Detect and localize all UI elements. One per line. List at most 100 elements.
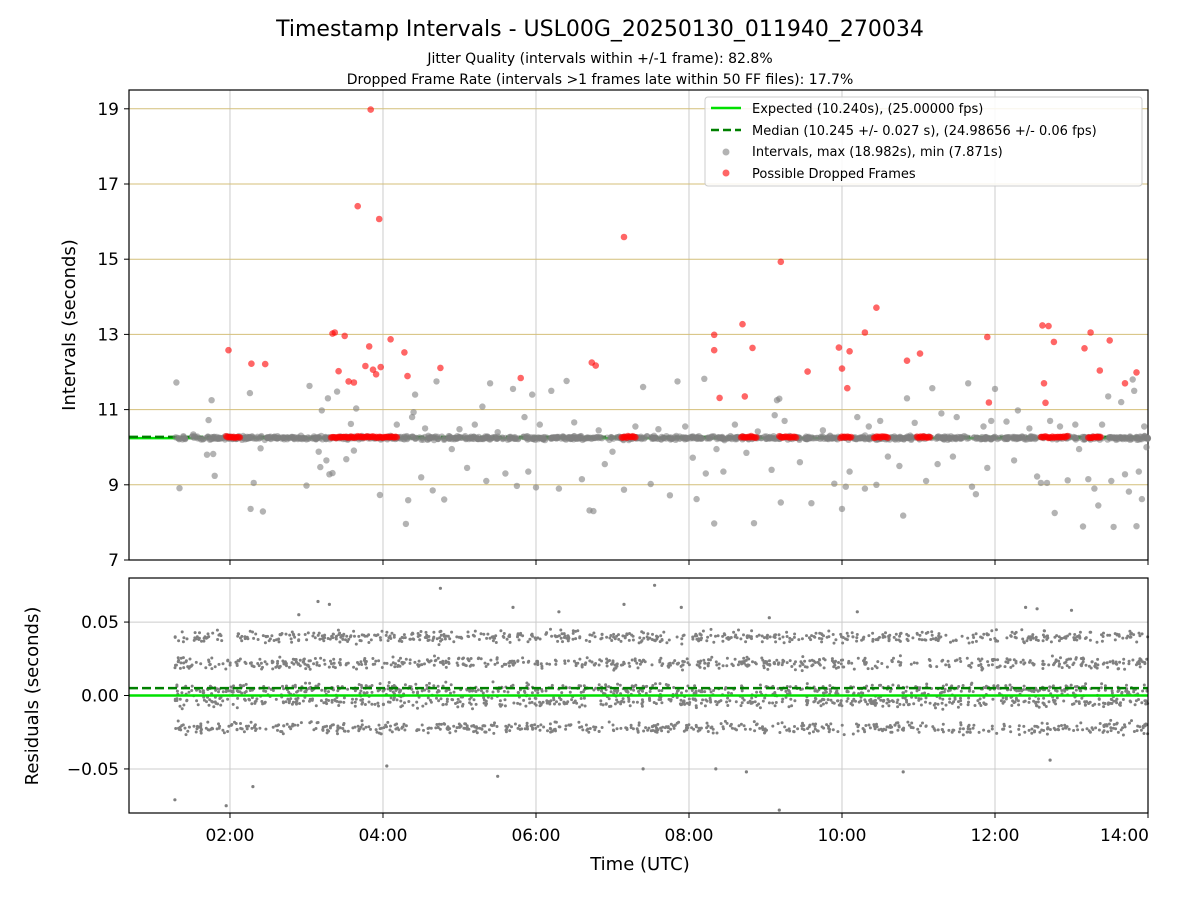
- residual-point: [845, 699, 849, 703]
- residual-point: [976, 699, 980, 703]
- residual-point: [545, 631, 549, 635]
- residual-point: [924, 696, 928, 700]
- residual-point: [282, 724, 286, 728]
- residual-point: [725, 664, 729, 668]
- interval-point: [430, 434, 438, 441]
- interval-point: [905, 434, 912, 441]
- residual-point: [1027, 728, 1031, 732]
- residual-point: [778, 731, 782, 734]
- residual-point: [265, 662, 269, 666]
- residual-point: [277, 723, 281, 727]
- residual-point: [1044, 705, 1048, 708]
- residual-point: [521, 634, 525, 638]
- residual-point: [177, 658, 181, 662]
- residual-point: [800, 637, 804, 641]
- residual-point: [1090, 726, 1094, 730]
- residual-point: [923, 691, 927, 695]
- residual-point: [536, 724, 540, 728]
- residual-point: [374, 659, 378, 663]
- residual-point: [688, 701, 692, 704]
- residual-point: [215, 727, 219, 731]
- residual-point: [195, 699, 199, 703]
- residual-point: [1053, 728, 1057, 732]
- residual-point: [948, 700, 952, 704]
- residual-point: [1132, 730, 1136, 733]
- residual-point: [667, 697, 671, 701]
- residual-point: [610, 662, 614, 666]
- residual-point: [413, 660, 417, 664]
- residual-point: [809, 638, 813, 642]
- residual-point: [357, 727, 361, 731]
- residual-point: [248, 629, 252, 633]
- interval-point: [467, 435, 474, 442]
- residual-point: [755, 703, 759, 707]
- residual-point: [937, 634, 941, 638]
- residual-point: [173, 697, 177, 701]
- interval-point: [441, 496, 448, 503]
- residual-point: [782, 659, 786, 663]
- residual-point: [1083, 703, 1087, 707]
- x-tick-label: 12:00: [970, 826, 1019, 846]
- interval-point: [754, 428, 761, 435]
- residual-point: [986, 660, 990, 664]
- residual-point: [866, 667, 870, 671]
- residual-point: [323, 662, 327, 666]
- residual-point: [822, 666, 826, 670]
- residual-point: [436, 656, 440, 660]
- residual-point: [612, 668, 616, 672]
- residual-point: [426, 639, 430, 642]
- residual-point: [420, 663, 424, 667]
- residual-point: [1126, 634, 1130, 638]
- residual-point: [492, 636, 495, 640]
- residual-point: [216, 638, 220, 641]
- residual-point: [1033, 729, 1037, 733]
- residual-point: [738, 660, 742, 664]
- dropped-frame-point: [261, 360, 269, 368]
- residual-point: [510, 725, 513, 729]
- residual-point: [621, 663, 625, 667]
- residual-point: [990, 727, 994, 731]
- residual-point: [358, 691, 362, 695]
- top-y-tick-label: 15: [97, 250, 119, 270]
- residual-point: [385, 764, 389, 768]
- residual-point: [554, 720, 558, 724]
- residual-point: [1032, 699, 1036, 703]
- residual-point: [655, 637, 659, 641]
- residual-point: [370, 702, 374, 706]
- residual-point: [802, 728, 806, 732]
- residual-point: [1072, 729, 1076, 732]
- residual-point: [244, 682, 248, 686]
- residual-point: [278, 664, 282, 668]
- residual-point: [1132, 690, 1136, 694]
- residual-point: [527, 659, 531, 663]
- residual-point: [934, 706, 937, 710]
- residual-point: [386, 639, 390, 643]
- residual-point: [638, 658, 642, 662]
- interval-point: [962, 433, 969, 441]
- residual-point: [933, 728, 937, 732]
- residual-point: [1021, 637, 1025, 641]
- residual-point: [240, 634, 244, 638]
- residual-point: [188, 665, 192, 669]
- residual-point: [982, 728, 986, 732]
- residual-point: [941, 697, 945, 701]
- interval-point: [1091, 485, 1098, 492]
- residual-point: [1088, 700, 1092, 704]
- residual-point: [1001, 696, 1005, 700]
- residual-point: [253, 701, 257, 705]
- residual-point: [592, 663, 596, 667]
- interval-point: [768, 466, 775, 473]
- residual-point: [437, 643, 441, 647]
- interval-point: [984, 464, 991, 472]
- residual-point: [1139, 728, 1143, 732]
- dropped-frame-point: [331, 329, 339, 336]
- residual-point: [439, 697, 443, 701]
- residual-point: [768, 663, 772, 667]
- residual-point: [495, 656, 499, 660]
- residual-point: [987, 663, 991, 667]
- residual-point: [588, 659, 592, 663]
- residual-point: [612, 729, 616, 733]
- residual-point: [912, 661, 916, 665]
